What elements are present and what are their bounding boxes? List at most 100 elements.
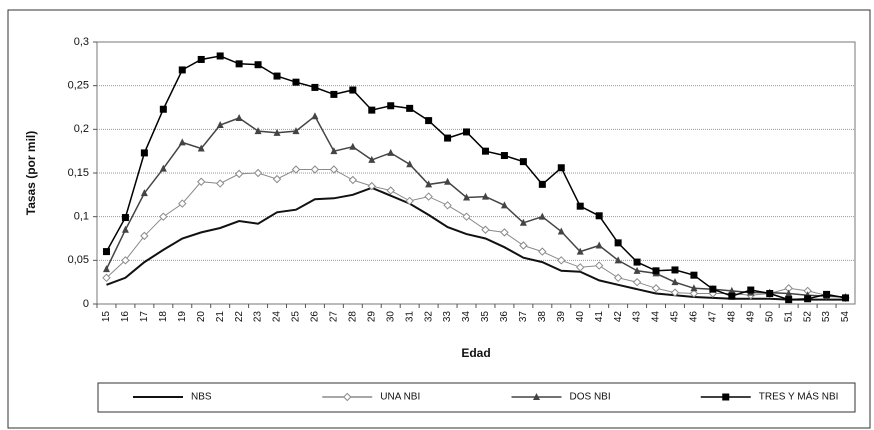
data-point <box>216 120 224 128</box>
data-point <box>178 199 187 208</box>
data-point <box>766 290 774 298</box>
x-tick-label: 32 <box>423 311 434 323</box>
frame <box>7 9 871 429</box>
x-tick-label: 42 <box>613 311 624 323</box>
x-tick-label: 38 <box>537 311 548 323</box>
x-tick-label: 25 <box>291 311 302 323</box>
data-point <box>215 179 225 188</box>
data-point <box>330 147 338 155</box>
series-line <box>105 115 846 298</box>
y-tick-label: 0,3 <box>74 36 89 48</box>
data-point <box>330 90 338 98</box>
x-tick-label: 39 <box>556 311 567 323</box>
x-tick-label: 22 <box>234 311 245 323</box>
data-point <box>614 256 622 264</box>
data-point <box>443 201 452 210</box>
x-tick-label: 40 <box>575 311 586 323</box>
data-point <box>235 113 243 121</box>
y-tick-label: 0,15 <box>68 167 89 179</box>
data-point <box>557 227 565 235</box>
legend-label: DOS NBI <box>570 392 611 403</box>
data-point <box>728 292 736 300</box>
data-point <box>311 83 319 91</box>
data-point <box>633 266 641 274</box>
data-point <box>500 152 508 160</box>
data-point <box>234 169 244 179</box>
data-point <box>368 106 376 114</box>
data-point <box>425 117 433 125</box>
data-point <box>557 164 565 172</box>
data-point <box>197 144 205 152</box>
data-point <box>500 228 509 237</box>
data-point <box>444 177 452 185</box>
data-point <box>595 241 603 249</box>
x-tick-label: 20 <box>196 311 207 323</box>
data-point <box>178 66 186 74</box>
data-point <box>576 247 584 255</box>
data-point <box>690 271 698 279</box>
data-point <box>463 128 471 136</box>
data-point <box>671 266 679 274</box>
series-line <box>106 186 846 301</box>
data-point <box>500 201 508 209</box>
x-tick-label: 33 <box>442 311 453 323</box>
data-point <box>254 61 262 69</box>
data-point <box>481 192 489 200</box>
data-point <box>613 273 623 283</box>
x-tick-label: 23 <box>253 311 264 323</box>
data-point <box>595 212 603 220</box>
data-point <box>651 284 661 293</box>
data-point <box>690 284 698 292</box>
data-point <box>406 104 414 112</box>
data-point <box>481 147 489 155</box>
x-tick-label: 52 <box>802 311 813 323</box>
data-point <box>121 214 129 222</box>
data-point <box>367 181 376 191</box>
data-point <box>197 177 206 186</box>
x-tick-label: 31 <box>404 311 415 323</box>
legend-label: NBS <box>191 392 212 403</box>
data-point <box>804 295 812 303</box>
data-point <box>386 186 395 195</box>
data-point <box>102 248 110 256</box>
data-point <box>253 168 263 178</box>
data-point <box>197 55 205 63</box>
x-tick-label: 24 <box>272 311 283 323</box>
data-point <box>405 196 414 206</box>
data-point <box>594 261 604 270</box>
legend-box <box>97 382 856 413</box>
data-point <box>481 225 490 234</box>
data-point <box>273 72 281 80</box>
data-point <box>140 231 149 241</box>
x-tick-label: 41 <box>594 311 605 323</box>
data-point <box>368 155 376 163</box>
data-point <box>292 127 300 135</box>
y-tick-label: 0,25 <box>68 80 89 92</box>
data-point <box>292 78 300 86</box>
data-point <box>785 296 793 304</box>
x-tick-label: 46 <box>689 311 700 323</box>
x-tick-label: 18 <box>158 311 169 323</box>
x-tick-label: 48 <box>726 311 737 323</box>
data-point <box>121 256 130 265</box>
x-tick-label: 15 <box>101 311 112 323</box>
data-point <box>140 149 148 157</box>
x-tick-label: 27 <box>329 311 340 323</box>
x-axis-label: Edad <box>461 346 490 360</box>
data-point <box>538 212 546 220</box>
data-point <box>424 192 433 201</box>
y-axis-label: Tasas (por mil) <box>24 131 38 215</box>
legend-marker <box>343 392 352 402</box>
y-tick-label: 0,05 <box>68 254 89 266</box>
x-tick-label: 29 <box>366 311 377 323</box>
data-point <box>216 52 224 60</box>
x-tick-label: 30 <box>385 311 396 323</box>
series-line <box>105 55 846 301</box>
x-tick-label: 53 <box>821 311 832 323</box>
data-point <box>614 239 622 247</box>
data-point <box>538 180 546 188</box>
data-point <box>273 128 281 136</box>
data-point <box>311 112 319 120</box>
data-point <box>785 289 793 297</box>
legend-marker <box>722 393 730 401</box>
